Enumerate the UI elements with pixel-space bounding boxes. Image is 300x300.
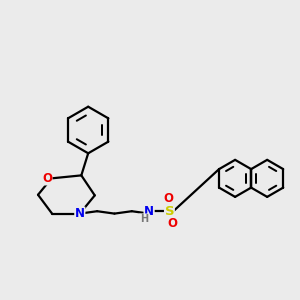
Text: H: H <box>140 214 148 224</box>
Text: N: N <box>75 207 85 220</box>
Text: O: O <box>42 172 52 185</box>
Text: N: N <box>144 205 154 218</box>
Text: O: O <box>167 217 177 230</box>
Text: O: O <box>163 192 173 205</box>
Text: S: S <box>165 205 174 218</box>
